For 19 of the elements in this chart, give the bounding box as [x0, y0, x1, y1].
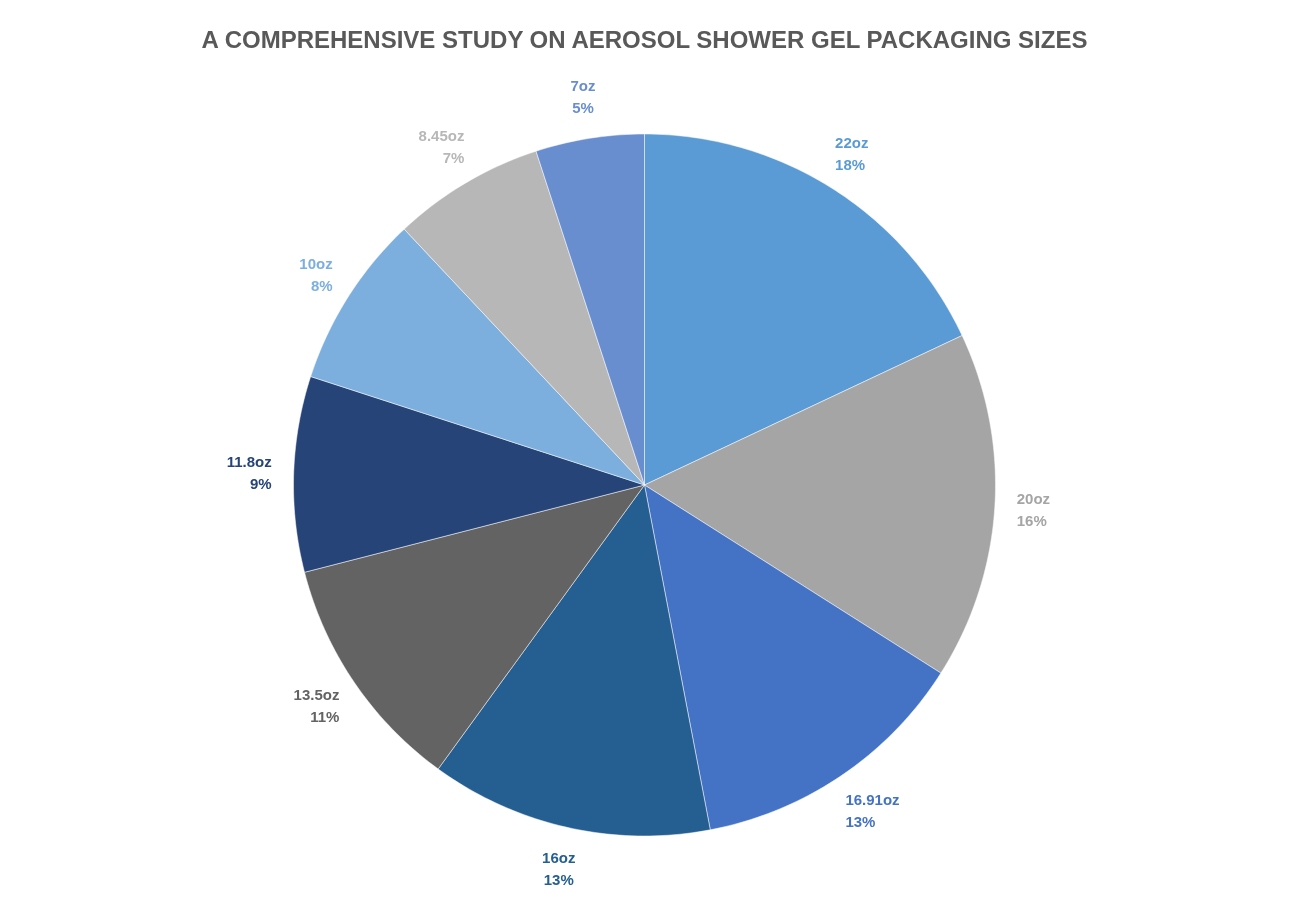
chart-title: A COMPREHENSIVE STUDY ON AEROSOL SHOWER GEL PACKAGING SIZES — [201, 25, 1088, 53]
data-label: 13% — [543, 871, 574, 889]
slice-label: 7oz — [570, 77, 596, 95]
data-label: 8% — [310, 276, 333, 294]
data-label: 16% — [1016, 512, 1047, 530]
slice-label: 10oz — [299, 254, 333, 272]
data-label: 7% — [442, 149, 465, 167]
slice-label: 20oz — [1016, 490, 1051, 508]
slice-label: 16.91oz — [845, 790, 900, 808]
slice-label: 16oz — [542, 849, 576, 867]
slice-label: 22oz — [835, 133, 869, 151]
data-label: 9% — [250, 475, 272, 493]
data-label: 13% — [845, 812, 876, 830]
slice-label: 13.5oz — [293, 686, 340, 704]
data-label: 11% — [310, 708, 340, 726]
data-label: 18% — [835, 155, 866, 173]
slice-label: 11.8oz — [226, 453, 272, 471]
data-label: 5% — [572, 99, 594, 117]
slice-label: 8.45oz — [418, 127, 465, 145]
